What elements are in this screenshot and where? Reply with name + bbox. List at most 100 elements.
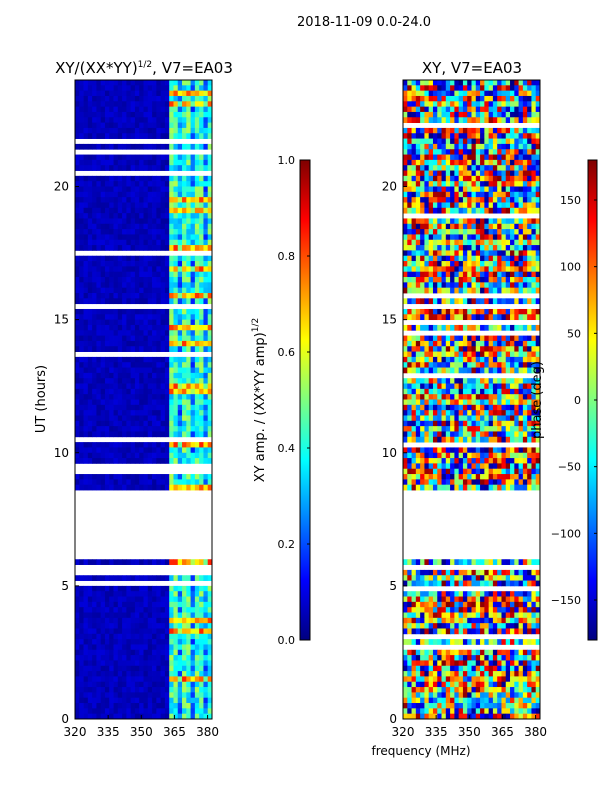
amplitude-cell [79, 378, 84, 384]
amplitude-cell [126, 665, 132, 672]
amplitude-cell [207, 122, 213, 129]
amplitude-cell [113, 85, 119, 92]
phase-cell [462, 420, 468, 427]
phase-cell [492, 138, 498, 145]
amplitude-cell [87, 106, 93, 113]
amplitude-cell [79, 80, 84, 86]
amplitude-cell [134, 197, 140, 203]
amplitude-cell [186, 484, 191, 491]
phase-cell [454, 298, 460, 305]
amplitude-cell [122, 346, 127, 352]
amplitude-cell [203, 655, 209, 661]
phase-cell [424, 101, 430, 108]
amplitude-cell [152, 404, 157, 411]
amplitude-cell [152, 277, 157, 283]
phase-cell [411, 250, 417, 257]
phase-cell [450, 239, 455, 246]
amplitude-cell [194, 234, 200, 241]
amplitude-cell [152, 282, 157, 289]
phase-cell [531, 298, 537, 305]
amplitude-cell [177, 308, 183, 315]
amplitude-cell [147, 687, 153, 693]
amplitude-cell [169, 362, 174, 368]
amplitude-cell [173, 671, 179, 677]
amplitude-cell [207, 330, 213, 336]
phase-cell [462, 287, 468, 294]
amplitude-cell [113, 442, 119, 448]
amplitude-cell [83, 293, 89, 299]
amplitude-cell [96, 207, 102, 214]
amplitude-cell [75, 617, 80, 624]
amplitude-cell [203, 324, 209, 331]
amplitude-cell [100, 101, 106, 108]
amplitude-cell [203, 234, 209, 241]
amplitude-cell [173, 639, 179, 645]
amplitude-cell [134, 410, 140, 416]
phase-cell [497, 101, 502, 108]
phase-cell [432, 138, 438, 145]
phase-cell [484, 314, 490, 321]
amplitude-cell [113, 255, 119, 262]
amplitude-cell [169, 687, 174, 693]
amplitude-cell [177, 106, 183, 113]
amplitude-cell [143, 639, 149, 645]
phase-cell [497, 133, 502, 139]
phase-cell [441, 399, 447, 406]
phase-cell [497, 426, 502, 432]
phase-cell [462, 229, 468, 235]
amplitude-cell [190, 458, 196, 464]
amplitude-cell [130, 399, 136, 406]
amplitude-cell [169, 282, 174, 289]
phase-cell [403, 101, 408, 108]
phase-cell [514, 420, 519, 427]
amplitude-cell [126, 330, 132, 336]
amplitude-cell [164, 697, 170, 704]
amplitude-cell [203, 277, 209, 283]
amplitude-cell [203, 671, 209, 677]
phase-cell [514, 223, 519, 230]
amplitude-cell [117, 122, 123, 129]
amplitude-cell [122, 644, 127, 651]
phase-cell [484, 383, 490, 390]
phase-cell [505, 388, 511, 395]
phase-cell [480, 186, 485, 193]
amplitude-cell [96, 713, 102, 720]
amplitude-cell [194, 111, 200, 118]
phase-cell [420, 181, 425, 187]
phase-cell [531, 378, 537, 384]
amplitude-cell [190, 415, 196, 422]
phase-cell [510, 308, 515, 315]
amplitude-cell [190, 324, 196, 331]
amplitude-cell [113, 394, 119, 400]
phase-cell [467, 266, 472, 273]
amplitude-cell [117, 687, 123, 693]
amplitude-cell [87, 378, 93, 384]
phase-cell [501, 101, 507, 108]
phase-cell [424, 298, 430, 305]
amplitude-cell [203, 111, 209, 118]
amplitude-cell [190, 708, 196, 715]
phase-cell [531, 138, 537, 145]
amplitude-cell [75, 655, 80, 661]
phase-cell [527, 170, 532, 177]
amplitude-cell [100, 681, 106, 688]
amplitude-cell [143, 133, 149, 139]
amplitude-cell [169, 234, 174, 241]
amplitude-cell [194, 575, 200, 581]
amplitude-cell [75, 687, 80, 693]
phase-cell [488, 426, 494, 432]
amplitude-cell [104, 324, 110, 331]
amplitude-cell [143, 95, 149, 102]
amplitude-cell [182, 293, 187, 299]
phase-cell [420, 202, 425, 209]
amplitude-cell [87, 85, 93, 92]
amplitude-cell [139, 697, 144, 704]
amplitude-cell [203, 708, 209, 715]
amplitude-cell [164, 484, 170, 491]
amplitude-cell [182, 314, 187, 321]
amplitude-cell [164, 159, 170, 166]
phase-cell [501, 223, 507, 230]
amplitude-cell [122, 623, 127, 629]
phase-cell [514, 207, 519, 214]
phase-cell [531, 223, 537, 230]
